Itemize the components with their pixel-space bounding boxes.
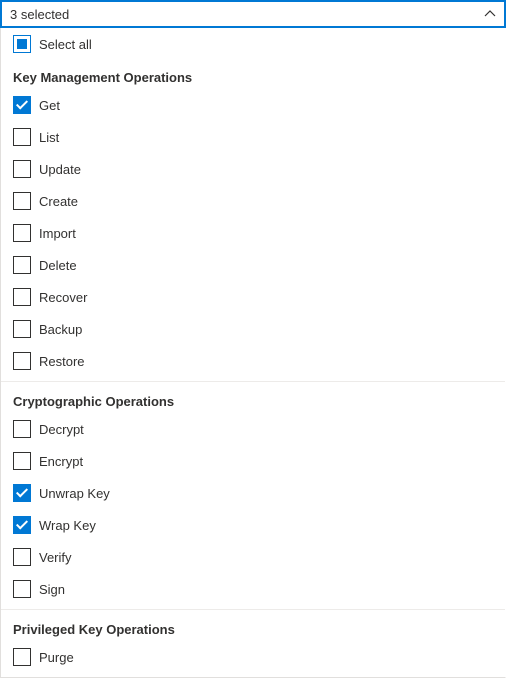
- chevron-up-icon: [484, 8, 496, 20]
- permission-checkbox[interactable]: [13, 420, 31, 438]
- permission-row[interactable]: Import: [1, 217, 505, 249]
- permission-label: Recover: [39, 290, 87, 305]
- permission-row[interactable]: List: [1, 121, 505, 153]
- permission-label: Import: [39, 226, 76, 241]
- permission-checkbox[interactable]: [13, 224, 31, 242]
- permission-checkbox[interactable]: [13, 288, 31, 306]
- groups-container: Key Management Operations Get List Update Cr…: [1, 60, 505, 673]
- permission-row[interactable]: Backup: [1, 313, 505, 345]
- group-header: Cryptographic Operations: [1, 386, 505, 413]
- permission-checkbox[interactable]: [13, 516, 31, 534]
- permission-group: Privileged Key Operations Purge: [1, 609, 505, 673]
- permissions-dropdown: 3 selected Select all Key Management Ope…: [0, 0, 506, 678]
- permission-row[interactable]: Purge: [1, 641, 505, 673]
- permission-checkbox[interactable]: [13, 452, 31, 470]
- permission-label: Wrap Key: [39, 518, 96, 533]
- permission-checkbox[interactable]: [13, 192, 31, 210]
- permission-checkbox[interactable]: [13, 320, 31, 338]
- permission-label: Delete: [39, 258, 77, 273]
- select-all-row[interactable]: Select all: [1, 28, 505, 60]
- permission-row[interactable]: Recover: [1, 281, 505, 313]
- permission-checkbox[interactable]: [13, 580, 31, 598]
- dropdown-header[interactable]: 3 selected: [0, 0, 506, 28]
- permission-checkbox[interactable]: [13, 128, 31, 146]
- permission-label: Backup: [39, 322, 82, 337]
- permission-checkbox[interactable]: [13, 548, 31, 566]
- permission-row[interactable]: Create: [1, 185, 505, 217]
- permission-label: Unwrap Key: [39, 486, 110, 501]
- permission-checkbox[interactable]: [13, 648, 31, 666]
- permission-row[interactable]: Verify: [1, 541, 505, 573]
- group-header: Privileged Key Operations: [1, 614, 505, 641]
- group-header: Key Management Operations: [1, 60, 505, 89]
- permission-label: Sign: [39, 582, 65, 597]
- permission-label: Update: [39, 162, 81, 177]
- permission-row[interactable]: Encrypt: [1, 445, 505, 477]
- permission-checkbox[interactable]: [13, 160, 31, 178]
- permission-row[interactable]: Sign: [1, 573, 505, 605]
- dropdown-summary: 3 selected: [10, 7, 69, 22]
- select-all-checkbox[interactable]: [13, 35, 31, 53]
- select-all-label: Select all: [39, 37, 92, 52]
- permission-label: List: [39, 130, 59, 145]
- permission-label: Get: [39, 98, 60, 113]
- permission-row[interactable]: Decrypt: [1, 413, 505, 445]
- permission-label: Verify: [39, 550, 72, 565]
- permission-label: Restore: [39, 354, 85, 369]
- permission-row[interactable]: Wrap Key: [1, 509, 505, 541]
- permission-label: Decrypt: [39, 422, 84, 437]
- permission-checkbox[interactable]: [13, 352, 31, 370]
- permission-row[interactable]: Get: [1, 89, 505, 121]
- permission-label: Encrypt: [39, 454, 83, 469]
- permission-row[interactable]: Restore: [1, 345, 505, 377]
- permission-group: Key Management Operations Get List Update Cr…: [1, 60, 505, 377]
- permission-label: Create: [39, 194, 78, 209]
- permission-checkbox[interactable]: [13, 256, 31, 274]
- permission-row[interactable]: Delete: [1, 249, 505, 281]
- permission-label: Purge: [39, 650, 74, 665]
- dropdown-body: Select all Key Management Operations Get L…: [0, 28, 506, 678]
- permission-checkbox[interactable]: [13, 484, 31, 502]
- permission-checkbox[interactable]: [13, 96, 31, 114]
- permission-row[interactable]: Unwrap Key: [1, 477, 505, 509]
- permission-group: Cryptographic Operations Decrypt Encrypt Un…: [1, 381, 505, 605]
- permission-row[interactable]: Update: [1, 153, 505, 185]
